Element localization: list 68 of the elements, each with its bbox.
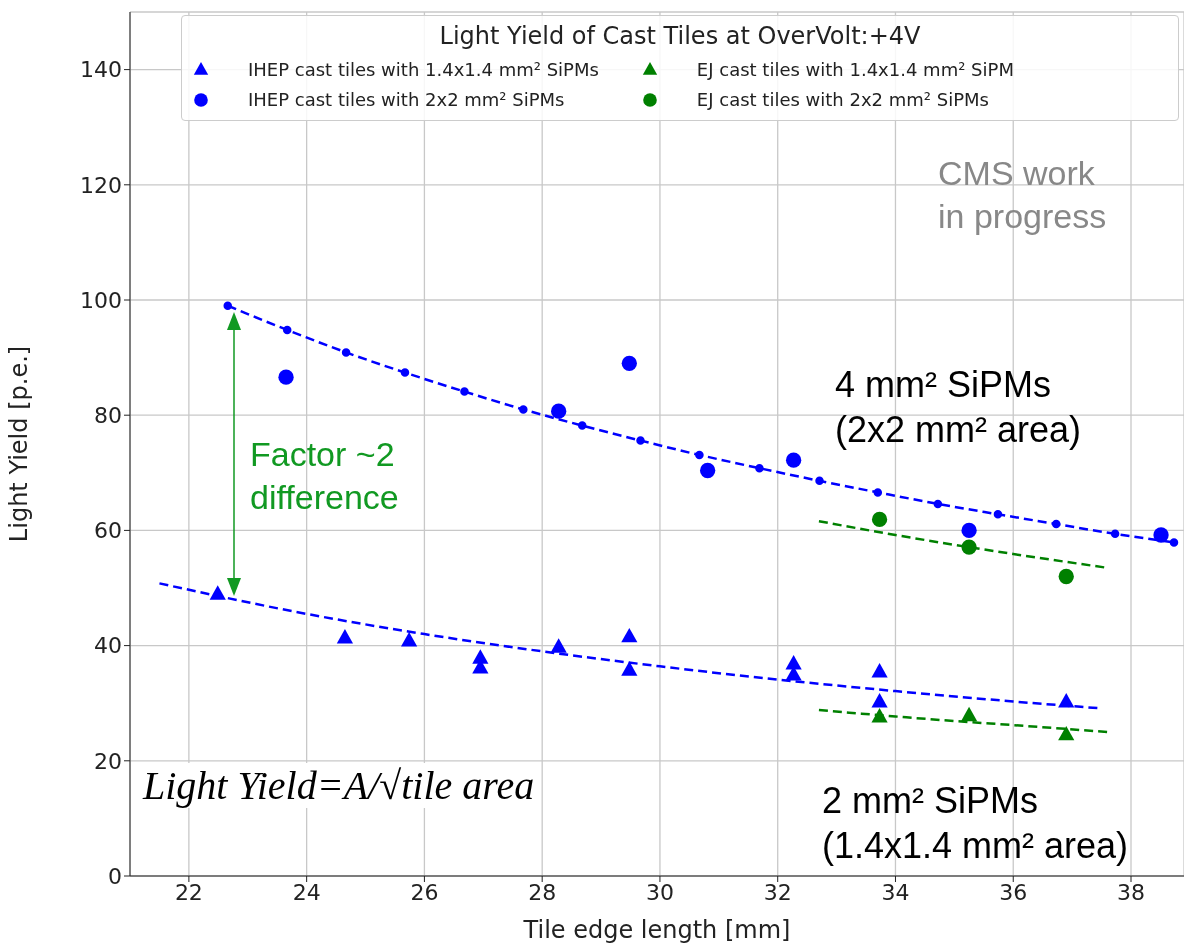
annotation: 2 mm² SiPMs (1.4x1.4 mm² area) — [822, 780, 1129, 866]
y-tick-label: 80 — [94, 403, 122, 429]
annotation: Factor ~2 difference — [250, 435, 399, 516]
y-axis-title: Light Yield [p.e.] — [4, 345, 33, 543]
point — [519, 405, 528, 414]
point — [278, 369, 294, 385]
point — [550, 638, 567, 653]
y-tick-label: 100 — [80, 287, 122, 313]
x-tick-label: 36 — [999, 879, 1028, 905]
point — [699, 462, 716, 479]
point — [961, 522, 977, 539]
point — [209, 585, 226, 600]
point — [577, 421, 587, 430]
point — [223, 301, 232, 311]
point — [282, 325, 292, 335]
legend-label: IHEP cast tiles with 2x2 mm² SiPMs — [248, 88, 565, 110]
point — [621, 661, 638, 676]
annotation: 4 mm² SiPMs (2x2 mm² area) — [835, 364, 1082, 450]
point — [636, 436, 645, 445]
point — [401, 631, 418, 647]
x-tick-label: 28 — [528, 879, 557, 905]
legend-title: Light Yield of Cast Tiles at OverVolt:+4V — [438, 22, 922, 50]
point — [871, 511, 888, 528]
point — [341, 348, 351, 357]
point — [815, 476, 824, 486]
point — [695, 450, 704, 460]
point — [1110, 529, 1120, 539]
y-tick-label: 140 — [80, 57, 122, 83]
legend-label: EJ cast tiles with 1.4x1.4 mm² SiPM — [696, 58, 1014, 80]
point — [551, 403, 567, 419]
point — [621, 627, 638, 643]
point — [1169, 538, 1179, 547]
legend-label: IHEP cast tiles with 1.4x1.4 mm² SiPMs — [248, 58, 599, 80]
x-tick-label: 26 — [410, 879, 439, 905]
point — [1153, 527, 1169, 543]
y-tick-label: 40 — [94, 633, 122, 659]
x-tick-label: 24 — [292, 879, 321, 905]
point — [871, 693, 888, 708]
x-tick-label: 30 — [645, 879, 674, 905]
annotation: Light Yield=A/√tile area — [143, 763, 535, 808]
annotation: CMS work in progress — [938, 154, 1107, 235]
y-tick-label: 0 — [108, 863, 122, 889]
point — [1058, 568, 1074, 585]
x-tick-label: 34 — [881, 879, 910, 905]
point — [960, 706, 978, 722]
point — [460, 387, 469, 396]
point — [871, 663, 888, 678]
x-tick-label: 32 — [763, 879, 792, 905]
point — [400, 368, 410, 377]
x-axis-title: Tile edge length [mm] — [522, 916, 791, 944]
point — [785, 452, 802, 468]
point — [621, 355, 637, 372]
point — [873, 488, 883, 497]
point — [1058, 725, 1075, 741]
y-tick-label: 20 — [94, 748, 122, 774]
y-tick-label: 60 — [94, 518, 122, 544]
y-tick-label: 120 — [80, 172, 122, 198]
point — [1051, 519, 1061, 529]
x-tick-label: 22 — [174, 879, 203, 905]
point — [993, 510, 1003, 519]
point — [755, 463, 764, 473]
point — [336, 629, 354, 644]
point — [933, 499, 943, 509]
x-tick-label: 38 — [1117, 879, 1146, 905]
legend-label: EJ cast tiles with 2x2 mm² SiPMs — [696, 88, 989, 110]
point — [961, 539, 977, 555]
point — [871, 708, 888, 723]
point — [1058, 693, 1075, 708]
